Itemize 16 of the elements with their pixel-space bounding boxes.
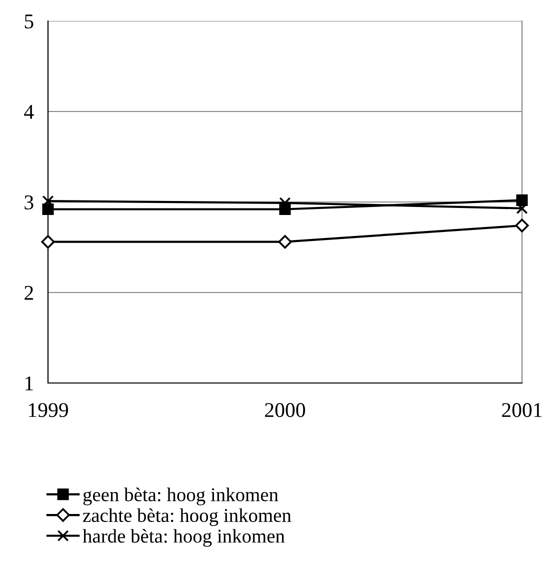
legend-label: geen bèta: hoog inkomen bbox=[83, 488, 278, 506]
y-tick-label: 4 bbox=[24, 105, 34, 119]
point bbox=[516, 194, 528, 206]
x-tick-label: 2000 bbox=[265, 403, 306, 418]
y-tick-label: 3 bbox=[24, 195, 34, 210]
point bbox=[41, 235, 55, 249]
y-tick-label: 5 bbox=[24, 14, 34, 28]
y-tick-label: 1 bbox=[26, 376, 33, 390]
point bbox=[42, 203, 54, 216]
legend-label: zachte bèta: hoog inkomen bbox=[83, 508, 292, 526]
x-tick-label: 2001 bbox=[502, 403, 542, 418]
legend-label: harde bèta: hoog inkomen bbox=[82, 529, 285, 547]
x-tick-label: 1999 bbox=[29, 403, 68, 418]
point bbox=[278, 235, 292, 249]
y-tick-label: 2 bbox=[24, 286, 33, 300]
point bbox=[515, 218, 529, 232]
